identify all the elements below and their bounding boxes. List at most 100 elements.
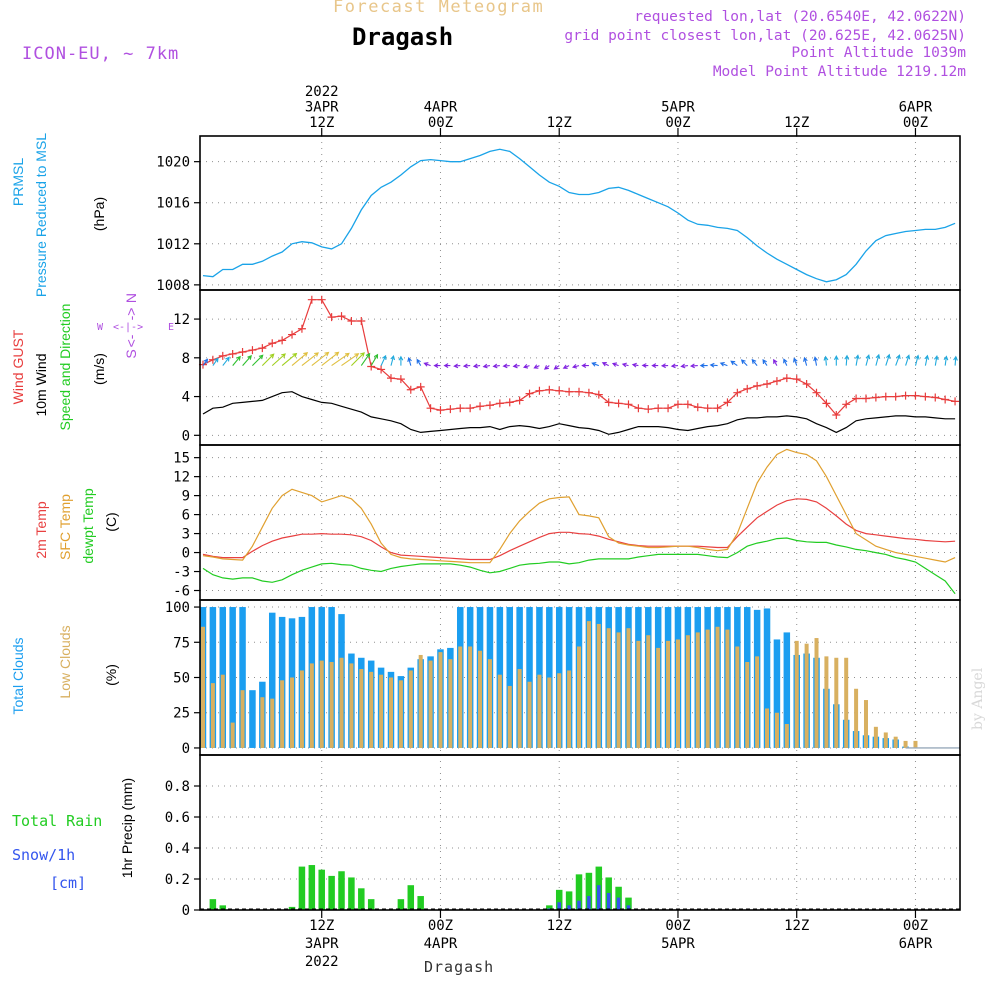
- rain-bar: [348, 877, 355, 910]
- total-cloud-bar: [249, 690, 256, 748]
- wind-direction-arrow: [321, 351, 340, 367]
- low-cloud-bar: [903, 740, 908, 748]
- wind-direction-arrow: [854, 354, 860, 366]
- low-cloud-bar: [596, 623, 601, 748]
- gust-marker: [545, 385, 554, 394]
- wind-direction-arrow: [311, 351, 330, 367]
- wind-direction-arrow: [212, 357, 219, 366]
- wind-direction-arrow: [895, 354, 901, 366]
- low-cloud-bar: [428, 660, 433, 748]
- rain-bar: [219, 905, 227, 910]
- low-cloud-bar: [200, 626, 205, 748]
- gust-marker: [614, 399, 623, 408]
- low-cloud-bar: [339, 657, 344, 748]
- wind-direction-arrow: [416, 358, 422, 366]
- gust-marker: [634, 404, 643, 413]
- wind-direction-arrow: [762, 358, 768, 366]
- pressure-label-main: PRMSL: [10, 158, 26, 206]
- x-axis-top-label: 12Z: [309, 115, 334, 131]
- wind-direction-arrow: [914, 354, 920, 366]
- low-cloud-bar: [507, 685, 512, 748]
- wind-direction-arrow: [793, 357, 798, 366]
- gust-marker: [852, 394, 861, 403]
- wind-direction-arrow: [351, 352, 365, 366]
- low-cloud-bar: [755, 656, 760, 748]
- total-cloud-bar: [209, 607, 217, 748]
- x-axis-bottom-label: 12Z: [784, 918, 809, 934]
- wind-direction-arrow: [443, 363, 451, 368]
- compass-vertical-top: ->: [123, 308, 139, 321]
- precip-unit-label: 1hr Precip (mm): [119, 778, 135, 878]
- y-tick-label: 0: [182, 903, 190, 919]
- wind-direction-arrow: [875, 353, 881, 366]
- gust-marker: [278, 336, 287, 345]
- wind-direction-arrow: [591, 362, 599, 367]
- location-title: Dragash: [352, 23, 454, 51]
- gust-marker: [941, 395, 950, 404]
- wind-direction-arrow: [423, 362, 431, 367]
- gust-marker: [871, 393, 880, 402]
- low-cloud-bar: [804, 643, 809, 748]
- wind-direction-arrow: [472, 363, 481, 369]
- wind-direction-arrow: [291, 352, 309, 367]
- gust-marker: [288, 330, 297, 339]
- gust-marker: [218, 351, 227, 360]
- x-axis-top-label: 3APR: [305, 100, 339, 116]
- y-tick-label: 0: [182, 741, 190, 757]
- wind-direction-arrow: [433, 363, 441, 368]
- gust-marker: [891, 392, 900, 401]
- x-axis-bottom-label: 00Z: [428, 918, 453, 934]
- wind-direction-arrow: [803, 356, 808, 366]
- gust-marker: [297, 324, 306, 333]
- rain-bar: [338, 871, 345, 910]
- low-cloud-bar: [547, 677, 552, 748]
- x-axis-bottom-label: 00Z: [903, 918, 928, 934]
- wind-direction-arrow: [380, 354, 387, 366]
- low-cloud-bar: [270, 698, 275, 748]
- y-tick-label: -3: [173, 565, 190, 581]
- rain-bar: [417, 896, 424, 910]
- gust-marker: [426, 404, 435, 413]
- gust-marker: [238, 348, 247, 356]
- gust-marker: [337, 312, 346, 321]
- y-tick-label: 1016: [156, 196, 190, 212]
- wind-direction-arrow: [844, 354, 850, 366]
- gust-marker: [466, 404, 475, 413]
- rain-bar: [565, 891, 573, 910]
- wind-unit-label: (m/s): [91, 353, 107, 385]
- panel-frame-pressure: [199, 135, 961, 291]
- gust-marker: [584, 388, 593, 397]
- rain-bar: [546, 905, 553, 910]
- wind-direction-arrow: [773, 358, 778, 366]
- pressure-unit-label: (hPa): [91, 197, 107, 231]
- y-tick-label: 12: [173, 470, 190, 486]
- gust-marker: [931, 393, 940, 402]
- wind-direction-arrow: [670, 363, 679, 369]
- low-cloud-bar: [517, 669, 522, 748]
- x-axis-bottom-label: 3APR: [305, 936, 339, 952]
- gust-marker: [535, 386, 544, 395]
- y-tick-label: 0: [182, 428, 190, 444]
- wind-direction-arrow: [553, 365, 560, 370]
- y-tick-label: 100: [165, 600, 190, 616]
- wind-direction-arrow: [924, 354, 930, 366]
- x-axis-top-label: 12Z: [547, 115, 572, 131]
- compass-horizontal: <-|->: [113, 322, 143, 333]
- wind-direction-arrow: [222, 356, 230, 366]
- low-cloud-bar: [329, 662, 334, 748]
- rain-bar: [397, 899, 405, 910]
- gust-marker: [713, 404, 722, 413]
- wind-direction-arrow: [699, 363, 708, 368]
- rain-bar: [298, 866, 306, 910]
- gust-marker: [436, 406, 445, 415]
- x-axis-bottom-label: 2022: [305, 954, 339, 970]
- gust-marker: [733, 388, 742, 397]
- temp-2m-label: 2m Temp: [33, 501, 49, 559]
- x-axis-top-label: 2022: [305, 84, 339, 100]
- low-cloud-bar: [863, 700, 868, 748]
- gust-marker: [327, 313, 336, 322]
- gust-marker: [772, 377, 781, 386]
- gust-marker: [753, 381, 762, 390]
- gust-marker: [911, 391, 920, 400]
- gust-marker: [386, 374, 395, 383]
